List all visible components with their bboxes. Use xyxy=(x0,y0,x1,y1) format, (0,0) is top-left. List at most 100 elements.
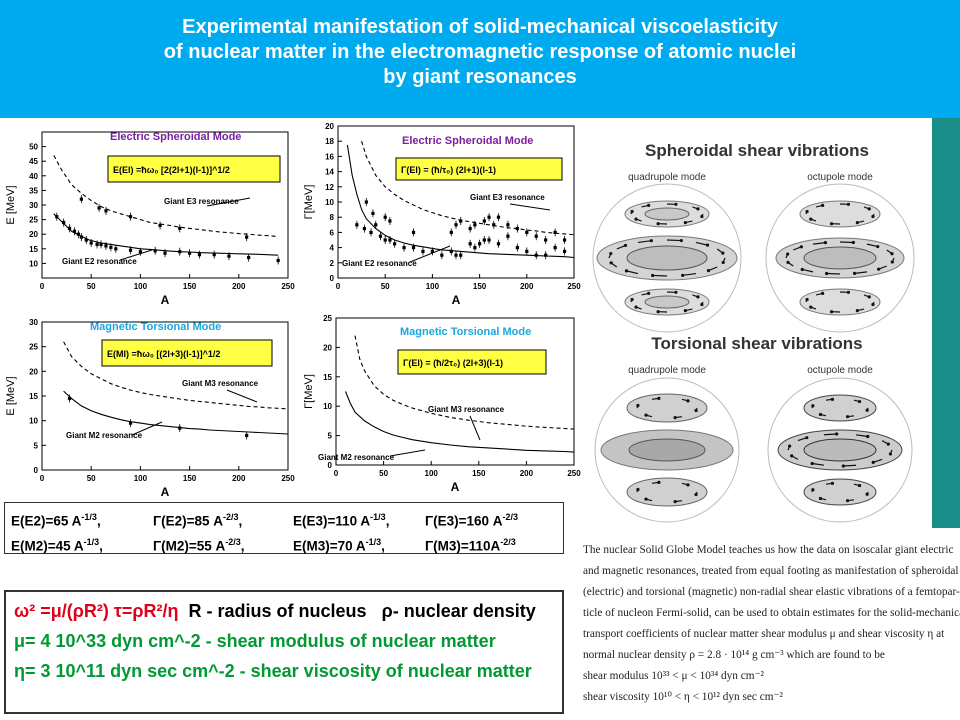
data-point xyxy=(562,249,567,253)
y-tick-label: 6 xyxy=(330,228,335,237)
formula-row-2: E(M2)=45 A-1/3, Γ(M2)=55 A-2/3, E(M3)=70 A… xyxy=(11,532,563,557)
caption-line-2: and magnetic resonances, treated from eq… xyxy=(583,565,959,577)
x-axis-label: A xyxy=(161,293,170,307)
data-point xyxy=(411,230,416,234)
x-tick-label: 150 xyxy=(183,474,197,483)
data-point xyxy=(482,238,486,242)
y-tick-label: 30 xyxy=(29,201,38,210)
data-point xyxy=(534,234,538,238)
x-tick-label: 0 xyxy=(334,469,339,478)
title-line-3: by giant resonances xyxy=(383,66,577,88)
rotation-arrow xyxy=(818,412,823,417)
shear-viscosity-line: η= 3 10^11 dyn sec cm^-2 - shear viscosi… xyxy=(14,661,532,681)
data-point xyxy=(515,246,519,250)
model-caption: The nuclear Solid Globe Model teaches us… xyxy=(583,540,960,708)
displacement-arrow xyxy=(652,274,668,277)
displacement-arrow xyxy=(786,260,790,264)
formula-inset-text: E(El) =ħω₀ [2(2l+1)(l-1)]^1/2 xyxy=(113,165,230,175)
data-point xyxy=(245,433,249,438)
x-tick-label: 200 xyxy=(520,282,534,291)
x-tick-label: 0 xyxy=(40,474,45,483)
rotation-arrow xyxy=(686,399,690,403)
data-point xyxy=(496,242,501,246)
y-tick-label: 0 xyxy=(328,461,333,470)
displacement-arrow xyxy=(871,302,875,307)
caption-line-6: normal nuclear density ρ = 2.8 · 10¹⁴ g … xyxy=(583,649,885,661)
rotation-arrow xyxy=(657,480,661,484)
rotation-arrow xyxy=(810,461,814,466)
formula-g-e3: Γ(E3)=160 A-2/3 xyxy=(425,512,519,529)
displacement-arrow xyxy=(674,290,678,294)
chart-magnetic-energy: 0 50 100 150 200 250 0 5 10 15 20 25 30 A E [MeV] E(Ml)… xyxy=(2,310,298,500)
rotation-arrow xyxy=(857,399,862,404)
rotation-arrow xyxy=(790,454,794,458)
data-point xyxy=(178,226,182,230)
caption-line-7: shear modulus 10³³ < μ < 10³⁴ dyn cm⁻² xyxy=(583,670,764,682)
data-point xyxy=(362,227,367,231)
annotation-pointer xyxy=(119,249,153,261)
y-tick-label: 5 xyxy=(34,441,39,450)
displacement-arrow xyxy=(674,202,678,206)
x-tick-label: 250 xyxy=(281,474,295,483)
x-tick-label: 200 xyxy=(232,474,246,483)
data-point xyxy=(506,234,510,238)
displacement-arrow xyxy=(867,295,871,299)
data-point xyxy=(459,253,463,257)
y-axis-label: Γ[MeV] xyxy=(303,185,315,220)
x-tick-label: 50 xyxy=(379,469,388,478)
data-point xyxy=(79,197,83,201)
torsional-octupole-globe xyxy=(767,377,913,523)
displacement-arrow xyxy=(809,305,813,309)
formula-inset xyxy=(107,155,281,183)
data-point xyxy=(525,249,529,253)
theory-curve-upper xyxy=(63,341,289,410)
data-point xyxy=(109,245,113,249)
data-point xyxy=(388,219,392,223)
rotation-arrow xyxy=(788,444,792,448)
displacement-arrow xyxy=(809,217,813,221)
displacement-arrow xyxy=(890,252,894,256)
displacement-arrow xyxy=(786,252,790,256)
data-point xyxy=(99,242,103,247)
caption-line-1: The nuclear Solid Globe Model teaches us… xyxy=(583,544,954,556)
displacement-arrow xyxy=(705,243,710,247)
y-axis-label: Γ[MeV] xyxy=(303,374,315,409)
x-tick-label: 100 xyxy=(134,282,148,291)
spheroidal-title: Spheroidal shear vibrations xyxy=(645,141,869,160)
y-axis-label: E [MeV] xyxy=(5,376,17,415)
rotation-arrow xyxy=(811,488,815,492)
formula-box: E(E2)=65 A-1/3, Γ(E2)=85 A-2/3, E(E3)=110 … xyxy=(4,502,564,554)
y-tick-label: 5 xyxy=(328,432,333,441)
y-tick-label: 15 xyxy=(29,392,38,401)
data-point xyxy=(449,230,453,234)
displacement-arrow xyxy=(821,203,825,207)
data-point xyxy=(487,238,491,242)
displacement-arrow xyxy=(706,268,711,273)
data-point xyxy=(473,246,477,250)
displacement-arrow xyxy=(866,243,878,248)
formula-e-e2: E(E2)=65 A-1/3, xyxy=(11,512,101,529)
displacement-arrow xyxy=(683,221,687,225)
displacement-arrow xyxy=(681,273,685,277)
data-point xyxy=(482,219,486,223)
data-point xyxy=(421,249,425,253)
rotation-arrow xyxy=(871,460,875,464)
displacement-arrow xyxy=(721,260,725,265)
x-tick-label: 250 xyxy=(567,469,581,478)
data-point xyxy=(388,238,392,242)
data-point xyxy=(227,254,231,258)
formula-g-m3: Γ(M3)=110A-2/3 xyxy=(425,536,516,554)
torsional-quadrupole-globe xyxy=(594,377,740,523)
annotation-pointer xyxy=(389,449,426,457)
torsional-title: Torsional shear vibrations xyxy=(651,334,862,353)
formula-inset-text: Γ(El) = (ħ/2τ₀) (2l+3)(l-1) xyxy=(403,358,503,368)
annotation-upper: Giant M3 resonance xyxy=(182,379,259,388)
displacement-arrow xyxy=(805,297,809,302)
y-tick-label: 10 xyxy=(29,259,38,268)
data-point xyxy=(402,246,406,250)
rotation-arrow xyxy=(866,434,870,439)
data-point xyxy=(114,247,118,251)
annotation-pointer xyxy=(409,245,451,263)
displacement-arrow xyxy=(647,291,651,295)
displacement-arrow xyxy=(825,271,829,276)
